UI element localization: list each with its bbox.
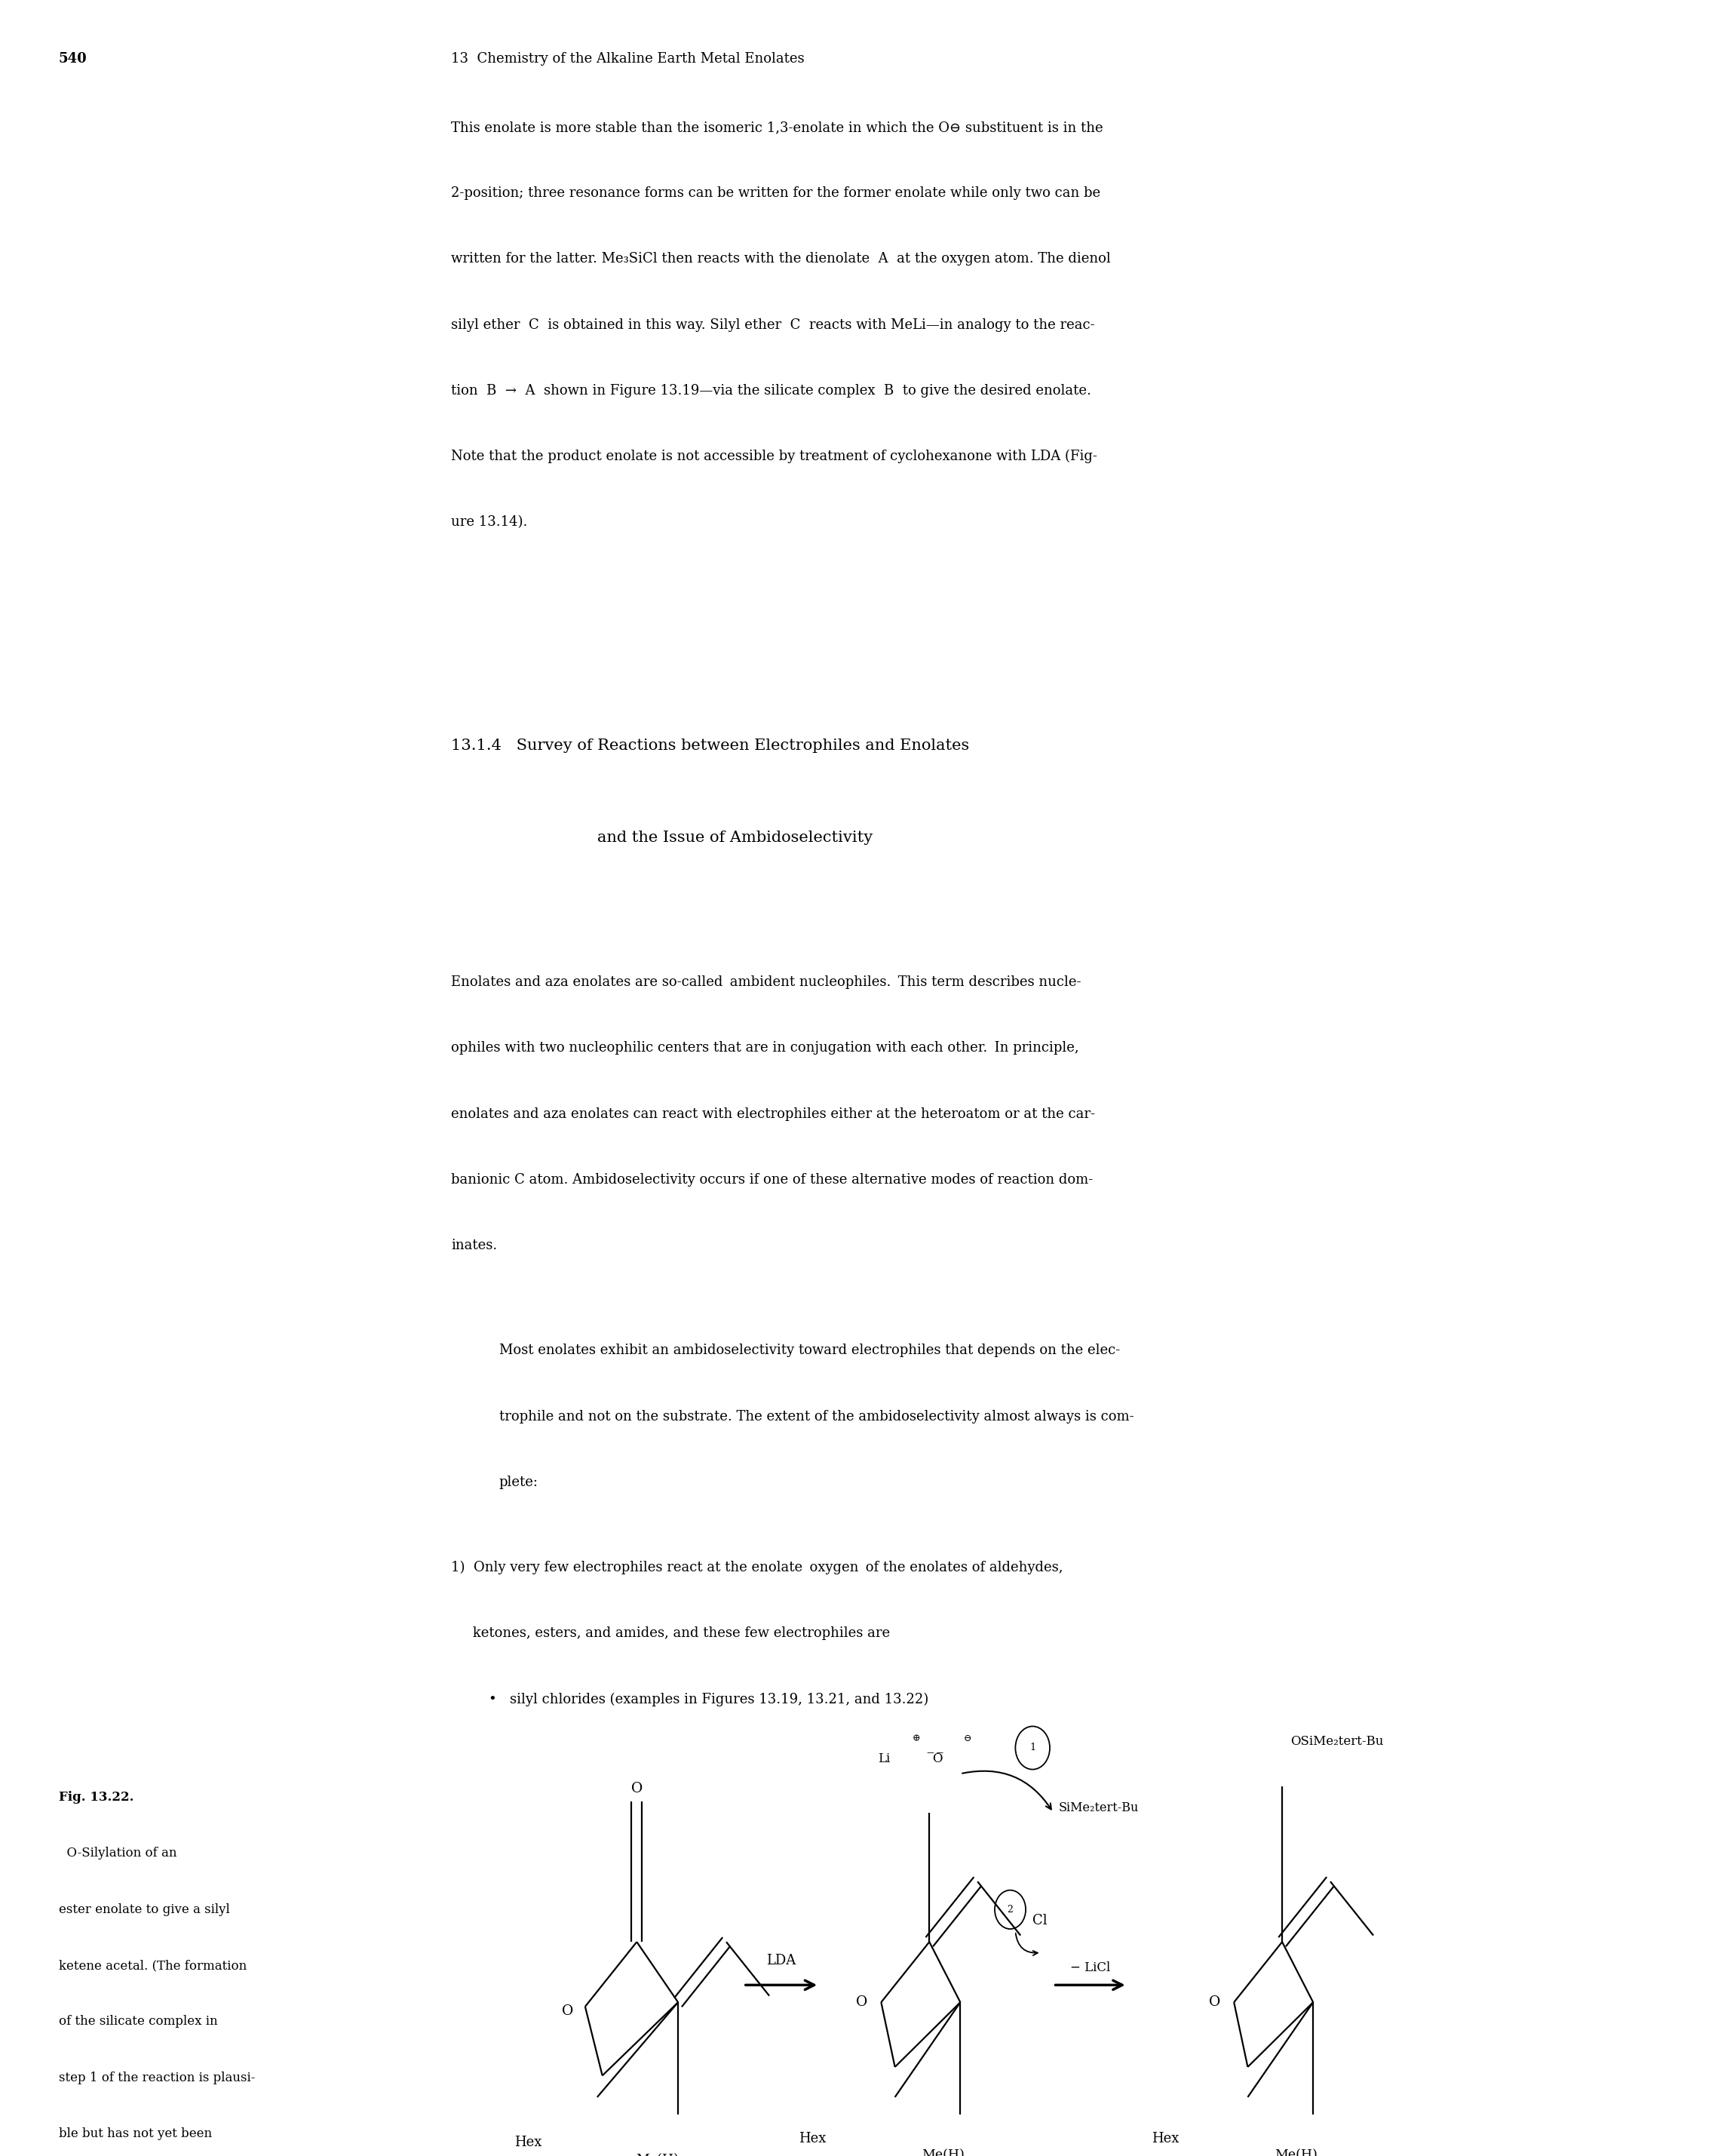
Text: This enolate is more stable than the isomeric 1,3-enolate in which the O⊖ substi: This enolate is more stable than the iso… bbox=[451, 121, 1103, 134]
Text: ̅O̅: ̅O̅ bbox=[933, 1753, 943, 1766]
Text: Hex: Hex bbox=[515, 2137, 542, 2150]
Text: ketones, esters, and amides, and these few electrophiles are: ketones, esters, and amides, and these f… bbox=[451, 1626, 890, 1641]
Text: ⊕: ⊕ bbox=[912, 1733, 921, 1744]
Text: SiMe₂tert-Bu: SiMe₂tert-Bu bbox=[1058, 1802, 1139, 1815]
Text: trophile and not on the substrate. The extent of the ambidoselectivity almost al: trophile and not on the substrate. The e… bbox=[499, 1410, 1134, 1423]
Text: O: O bbox=[561, 2005, 573, 2018]
Text: Hex: Hex bbox=[1151, 2132, 1179, 2145]
Text: plete:: plete: bbox=[499, 1475, 539, 1490]
Text: Me(H): Me(H) bbox=[1275, 2150, 1317, 2156]
Text: O: O bbox=[855, 1996, 867, 2009]
Text: 1: 1 bbox=[1029, 1742, 1036, 1753]
Text: ketene acetal. (The formation: ketene acetal. (The formation bbox=[59, 1960, 246, 1973]
Text: ⊖: ⊖ bbox=[964, 1733, 972, 1744]
Text: ophiles with two nucleophilic centers that are in conjugation with each other.  : ophiles with two nucleophilic centers th… bbox=[451, 1041, 1081, 1054]
Text: O: O bbox=[632, 1781, 642, 1796]
Text: ester enolate to give a silyl: ester enolate to give a silyl bbox=[59, 1904, 229, 1917]
Text: O-Silylation of an: O-Silylation of an bbox=[59, 1848, 177, 1861]
Text: Li: Li bbox=[878, 1753, 890, 1766]
Text: Most enolates exhibit an ambidoselectivity toward electrophiles that depends on : Most enolates exhibit an ambidoselectivi… bbox=[499, 1343, 1120, 1358]
Text: O: O bbox=[1208, 1996, 1220, 2009]
Text: LDA: LDA bbox=[766, 1953, 797, 1968]
Text: 2: 2 bbox=[1007, 1904, 1014, 1915]
Text: − LiCl: − LiCl bbox=[1070, 1962, 1110, 1975]
Text: 540: 540 bbox=[59, 52, 88, 65]
Text: Hex: Hex bbox=[799, 2132, 826, 2145]
Text: of the silicate complex in: of the silicate complex in bbox=[59, 2016, 217, 2029]
Text: tion  B  →  A  shown in Figure 13.19—via the silicate complex  B  to give the de: tion B → A shown in Figure 13.19—via the… bbox=[451, 384, 1091, 397]
Text: 1)  Only very few electrophiles react at the enolate  oxygen  of the enolates of: 1) Only very few electrophiles react at … bbox=[451, 1561, 1064, 1574]
Text: and the Issue of Ambidoselectivity: and the Issue of Ambidoselectivity bbox=[597, 830, 873, 845]
Text: silyl ether  C  is obtained in this way. Silyl ether  C  reacts with MeLi—in ana: silyl ether C is obtained in this way. S… bbox=[451, 317, 1095, 332]
Text: inates.: inates. bbox=[451, 1238, 497, 1253]
Text: •   silyl chlorides (examples in Figures 13.19, 13.21, and 13.22): • silyl chlorides (examples in Figures 1… bbox=[489, 1692, 929, 1705]
Text: ure 13.14).: ure 13.14). bbox=[451, 515, 527, 528]
Text: Note that the product enolate is not accessible by treatment of cyclohexanone wi: Note that the product enolate is not acc… bbox=[451, 448, 1096, 464]
Text: Enolates and aza enolates are so-called  ambident nucleophiles.  This term descr: Enolates and aza enolates are so-called … bbox=[451, 975, 1081, 990]
Text: Fig. 13.22.: Fig. 13.22. bbox=[59, 1792, 134, 1805]
Text: 13  Chemistry of the Alkaline Earth Metal Enolates: 13 Chemistry of the Alkaline Earth Metal… bbox=[451, 52, 804, 65]
Text: 13.1.4   Survey of Reactions between Electrophiles and Enolates: 13.1.4 Survey of Reactions between Elect… bbox=[451, 740, 969, 752]
Text: enolates and aza enolates can react with electrophiles either at the heteroatom : enolates and aza enolates can react with… bbox=[451, 1106, 1095, 1121]
Text: step 1 of the reaction is plausi-: step 1 of the reaction is plausi- bbox=[59, 2072, 255, 2085]
Text: ble but has not yet been: ble but has not yet been bbox=[59, 2128, 212, 2141]
Text: 2-position; three resonance forms can be written for the former enolate while on: 2-position; three resonance forms can be… bbox=[451, 188, 1100, 201]
Text: Cl: Cl bbox=[1033, 1915, 1048, 1927]
Text: banionic C atom. Ambidoselectivity occurs if one of these alternative modes of r: banionic C atom. Ambidoselectivity occur… bbox=[451, 1173, 1093, 1186]
Text: Me(H): Me(H) bbox=[637, 2154, 678, 2156]
Text: Me(H): Me(H) bbox=[922, 2150, 964, 2156]
Text: written for the latter. Me₃SiCl then reacts with the dienolate  A  at the oxygen: written for the latter. Me₃SiCl then rea… bbox=[451, 252, 1110, 265]
Text: OSiMe₂tert-Bu: OSiMe₂tert-Bu bbox=[1291, 1736, 1384, 1749]
